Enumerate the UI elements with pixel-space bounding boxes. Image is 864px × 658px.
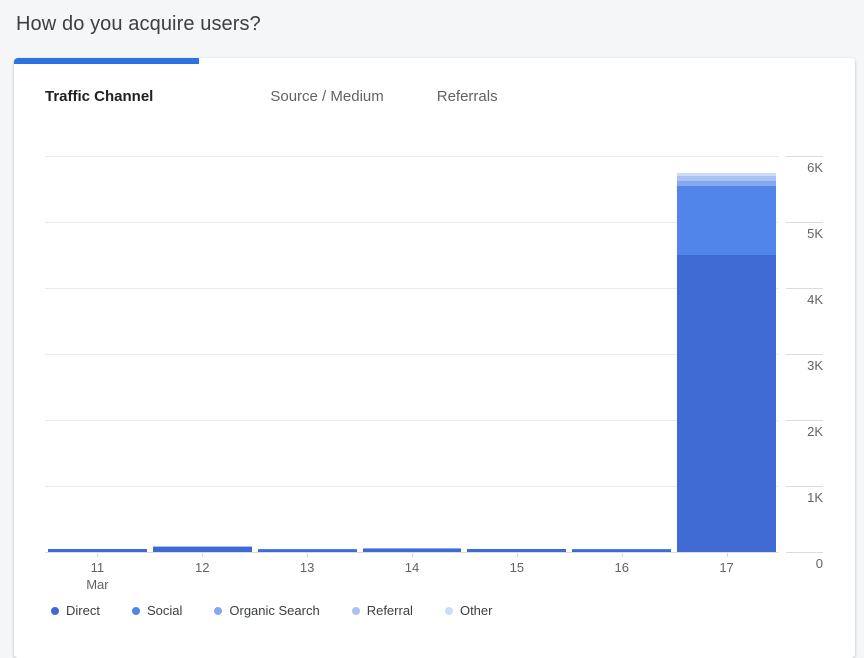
chart-legend: Direct Social Organic Search Referral Other	[51, 603, 492, 618]
gridline	[45, 420, 779, 421]
bar-segment-social[interactable]	[677, 186, 776, 255]
bar-segment-direct[interactable]	[677, 255, 776, 552]
y-axis-label: 0	[771, 556, 823, 571]
gridline	[45, 156, 779, 157]
legend-item-direct[interactable]: Direct	[51, 603, 100, 618]
y-axis-label: 4K	[771, 292, 823, 307]
legend-dot	[132, 607, 140, 615]
x-axis-tick	[727, 552, 728, 557]
x-axis-tick	[622, 552, 623, 557]
tab-source-medium[interactable]: Source / Medium	[270, 88, 383, 105]
x-axis-tick	[517, 552, 518, 557]
x-axis-tick	[307, 552, 308, 557]
acquisition-card: Traffic Channel Source / Medium Referral…	[14, 58, 855, 658]
x-axis-label: 16	[614, 559, 628, 576]
legend-label: Referral	[367, 603, 413, 618]
x-axis-tick	[412, 552, 413, 557]
gridline	[45, 486, 779, 487]
y-axis-tick	[786, 552, 823, 553]
tab-referrals[interactable]: Referrals	[437, 88, 498, 105]
y-axis-label: 5K	[771, 226, 823, 241]
legend-dot	[352, 607, 360, 615]
legend-dot	[445, 607, 453, 615]
y-axis-label: 1K	[771, 490, 823, 505]
gridline	[45, 222, 779, 223]
legend-label: Direct	[66, 603, 100, 618]
legend-item-other[interactable]: Other	[445, 603, 493, 618]
analytics-acquisition-widget: { "page": { "title": "How do you acquire…	[0, 0, 864, 642]
y-axis-tick	[786, 486, 823, 487]
bar-17[interactable]	[677, 173, 776, 552]
legend-item-referral[interactable]: Referral	[352, 603, 413, 618]
legend-label: Organic Search	[229, 603, 319, 618]
stacked-bar-chart	[45, 156, 779, 552]
x-axis-label: 14	[405, 559, 419, 576]
active-tab-indicator	[14, 58, 199, 64]
x-axis-label: 13	[300, 559, 314, 576]
x-axis-tick	[97, 552, 98, 557]
gridline	[45, 354, 779, 355]
y-axis-tick	[786, 288, 823, 289]
y-axis-tick	[786, 354, 823, 355]
y-axis-label: 2K	[771, 424, 823, 439]
tab-traffic-channel[interactable]: Traffic Channel	[45, 88, 153, 105]
x-axis-label: 11 Mar	[86, 559, 108, 593]
y-axis-label: 3K	[771, 358, 823, 373]
x-axis-label: 15	[510, 559, 524, 576]
x-axis-label: 17	[719, 559, 733, 576]
page-title: How do you acquire users?	[16, 13, 261, 36]
x-axis-tick	[202, 552, 203, 557]
legend-dot	[214, 607, 222, 615]
gridline	[45, 288, 779, 289]
tab-bar: Traffic Channel Source / Medium Referral…	[45, 88, 498, 105]
y-axis-tick	[786, 222, 823, 223]
legend-label: Social	[147, 603, 182, 618]
legend-item-social[interactable]: Social	[132, 603, 182, 618]
y-axis-tick	[786, 156, 823, 157]
legend-dot	[51, 607, 59, 615]
legend-item-organic-search[interactable]: Organic Search	[214, 603, 319, 618]
legend-label: Other	[460, 603, 493, 618]
y-axis-tick	[786, 420, 823, 421]
x-axis-label: 12	[195, 559, 209, 576]
y-axis-label: 6K	[771, 160, 823, 175]
